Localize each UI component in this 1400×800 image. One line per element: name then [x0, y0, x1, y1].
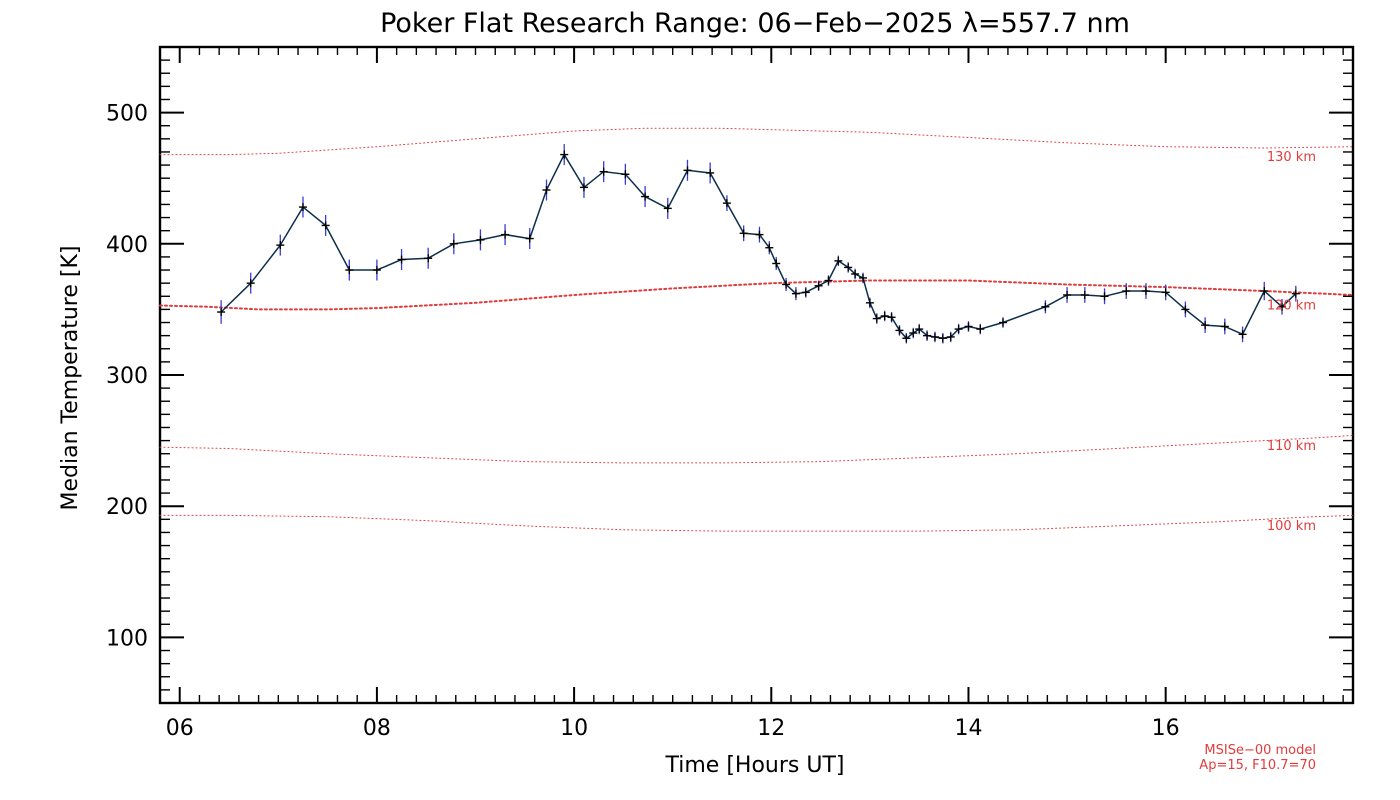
x-tick-label: 14 [954, 716, 982, 741]
temperature-line [220, 153, 1297, 340]
x-tick-label: 08 [363, 716, 391, 741]
y-axis-label: Median Temperature [K] [58, 246, 83, 511]
model-curve-110km [159, 434, 1354, 464]
x-tick-label: 12 [757, 716, 785, 741]
axis-ticks [159, 47, 1353, 703]
x-tick-label: 16 [1152, 716, 1180, 741]
altitude-label-120km: 120 km [1267, 299, 1316, 314]
temperature-series [217, 144, 1300, 344]
x-tick-label: 10 [560, 716, 588, 741]
model-curve-120km [159, 279, 1354, 311]
plot-frame [158, 45, 1355, 705]
model-note-line-1: MSISe−00 model [1204, 743, 1316, 758]
altitude-labels: 130 km 120 km 110 km 100 km [1267, 150, 1316, 534]
model-note-line-2: Ap=15, F10.7=70 [1199, 758, 1316, 773]
y-tick-label: 200 [106, 495, 148, 520]
altitude-label-110km: 110 km [1267, 439, 1316, 454]
y-tick-label: 500 [106, 102, 148, 127]
x-tick-label: 06 [166, 716, 194, 741]
y-tick-label: 100 [106, 626, 148, 651]
model-curves [159, 127, 1354, 532]
x-axis-label: Time [Hours UT] [665, 753, 845, 778]
axis-tick-labels: 06 08 10 12 14 16 100 200 300 400 500 [106, 102, 1180, 741]
altitude-label-100km: 100 km [1267, 519, 1316, 534]
model-curve-100km [159, 514, 1354, 532]
chart-title: Poker Flat Research Range: 06−Feb−2025 λ… [380, 8, 1130, 39]
y-tick-label: 400 [106, 233, 148, 258]
model-curve-130km [159, 127, 1354, 156]
altitude-label-130km: 130 km [1267, 150, 1316, 165]
y-tick-label: 300 [106, 364, 148, 389]
